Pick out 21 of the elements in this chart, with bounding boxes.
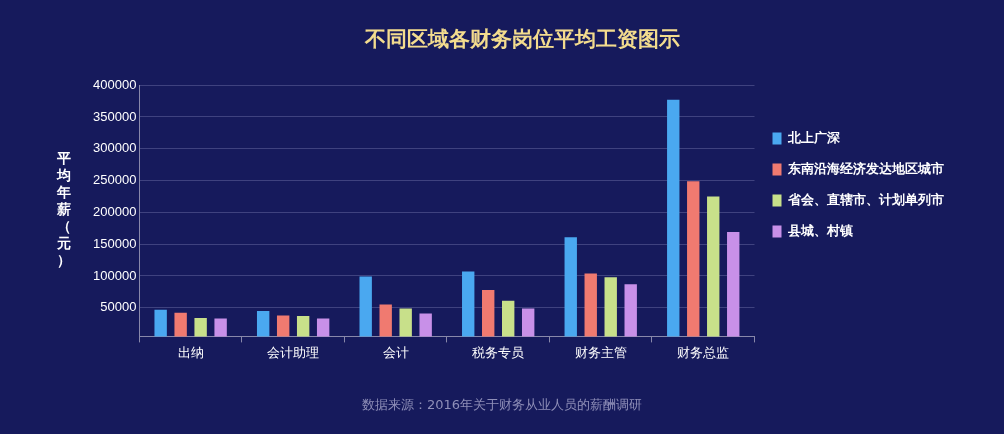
y-axis-title: 平均年薪（元） [57,150,72,269]
y-tick-label: 50000 [100,299,137,315]
y-tick-label: 350000 [92,108,137,124]
legend-label: 省会、直辖市、计划单列市 [787,192,944,208]
legend-label: 县城、村镇 [787,223,853,239]
y-tick-label: 100000 [92,267,137,283]
legend-label: 东南沿海经济发达地区城市 [787,161,944,177]
x-tick-label: 会计 [382,344,409,360]
x-tick-label: 财务总监 [677,344,730,360]
x-tick-label: 会计助理 [267,344,320,360]
y-tick-label: 250000 [92,172,137,188]
y-tick-label: 200000 [92,203,137,219]
x-tick-label: 出纳 [177,344,204,360]
legend-label: 北上广深 [787,130,841,146]
y-tick-label: 150000 [92,235,137,251]
y-tick-label: 400000 [92,76,137,92]
chart-title: 不同区域各财务岗位平均工资图示 [363,26,680,52]
source-note: 数据来源：2016年关于财务从业人员的薪酬调研 [360,396,644,414]
x-tick-label: 财务主管 [574,344,627,360]
y-tick-label: 300000 [92,140,137,156]
x-tick-label: 税务专员 [472,344,525,360]
